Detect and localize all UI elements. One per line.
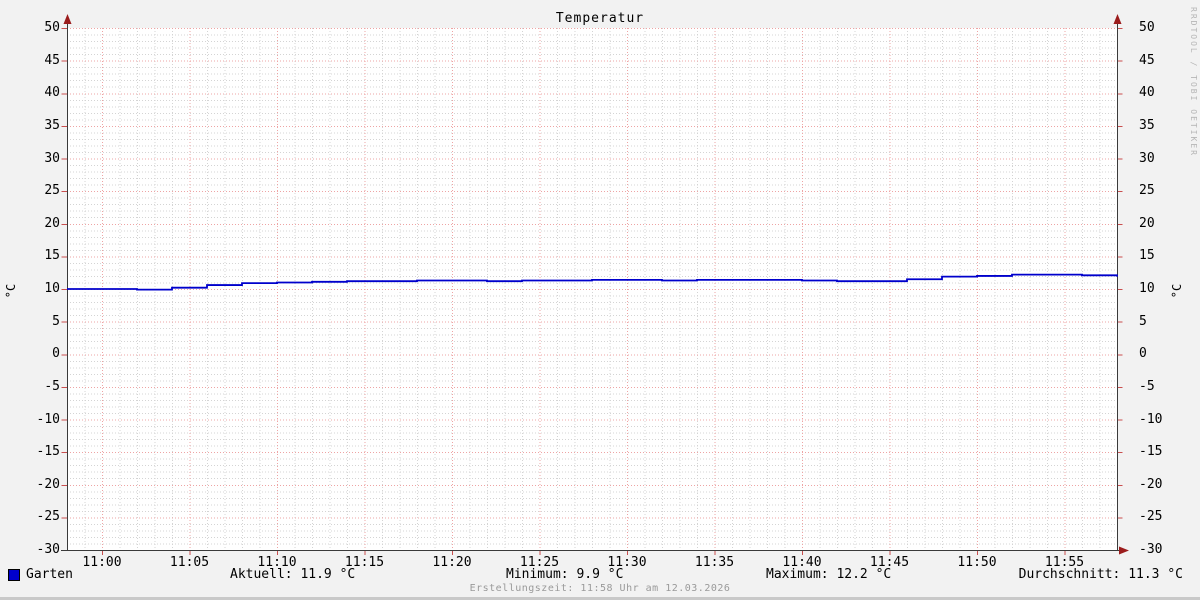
y-tick-label: 30 bbox=[44, 150, 60, 166]
y-tick-label: -5 bbox=[44, 378, 60, 394]
y-tick-label: -5 bbox=[1139, 378, 1155, 394]
y-tick-label: 40 bbox=[44, 85, 60, 101]
y-tick-label: 35 bbox=[44, 117, 60, 133]
legend-label-garten: Garten bbox=[26, 567, 73, 582]
window-bottom-edge bbox=[0, 597, 1200, 600]
y-tick-label: -30 bbox=[1139, 542, 1163, 557]
x-tick-label: 11:15 bbox=[344, 555, 385, 570]
x-tick-label: 11:10 bbox=[257, 555, 297, 570]
y-tick-label: 20 bbox=[44, 215, 60, 231]
y-tick-label: 20 bbox=[1139, 215, 1155, 231]
y-tick-label: -10 bbox=[1139, 411, 1163, 427]
creation-time: Erstellungszeit: 11:58 Uhr am 12.03.2026 bbox=[469, 583, 731, 594]
legend-stats-row: Garten Aktuell: 11.9 °C Minimum: 9.9 °C … bbox=[0, 567, 1200, 583]
x-tick-label: 11:05 bbox=[169, 555, 210, 570]
y-tick-label: 50 bbox=[1139, 20, 1155, 35]
y-tick-label: 35 bbox=[1139, 117, 1155, 133]
y-tick-label: -25 bbox=[36, 509, 60, 525]
y-tick-label: 30 bbox=[1139, 150, 1155, 166]
stat-durchschnitt: Durchschnitt: 11.3 °C bbox=[1018, 567, 1183, 582]
y-tick-label: 10 bbox=[44, 281, 60, 296]
y-tick-label: -10 bbox=[36, 411, 60, 427]
x-tick-label: 11:40 bbox=[782, 555, 822, 570]
y-tick-label: 25 bbox=[44, 183, 60, 199]
y-tick-label: 15 bbox=[1139, 248, 1155, 264]
y-tick-label: -15 bbox=[36, 444, 60, 460]
y-tick-label: 25 bbox=[1139, 183, 1155, 199]
x-tick-label: 11:30 bbox=[607, 555, 647, 570]
rrdtool-watermark: RRDTOOL / TOBI OETIKER bbox=[1189, 7, 1198, 157]
x-tick-label: 11:50 bbox=[957, 555, 997, 570]
y-tick-label: 5 bbox=[1139, 313, 1147, 329]
y-tick-label: -20 bbox=[36, 476, 60, 492]
x-tick-label: 11:00 bbox=[82, 555, 122, 570]
y-tick-label: 0 bbox=[52, 346, 60, 362]
y-tick-label: 45 bbox=[44, 52, 60, 68]
x-tick-label: 11:55 bbox=[1044, 555, 1085, 570]
x-tick-label: 11:25 bbox=[519, 555, 560, 570]
y-tick-label: -20 bbox=[1139, 476, 1163, 492]
y-tick-label: 15 bbox=[44, 248, 60, 264]
y-tick-label: -25 bbox=[1139, 509, 1163, 525]
y-tick-label: 40 bbox=[1139, 85, 1155, 101]
chart-title: Temperatur bbox=[555, 11, 645, 26]
y-tick-label: 5 bbox=[52, 313, 60, 329]
y-axis-label-left: °C bbox=[4, 283, 18, 299]
x-tick-label: 11:20 bbox=[432, 555, 472, 570]
y-tick-label: 0 bbox=[1139, 346, 1147, 362]
stat-maximum: Maximum: 12.2 °C bbox=[766, 567, 892, 582]
y-tick-label: 50 bbox=[44, 20, 60, 35]
legend-swatch-garten bbox=[8, 569, 20, 581]
y-tick-label: 10 bbox=[1139, 281, 1155, 296]
stat-aktuell: Aktuell: 11.9 °C bbox=[230, 567, 356, 582]
y-tick-label: 45 bbox=[1139, 52, 1155, 68]
x-tick-label: 11:35 bbox=[694, 555, 735, 570]
x-tick-label: 11:45 bbox=[869, 555, 910, 570]
y-tick-label: -15 bbox=[1139, 444, 1163, 460]
stat-minimum: Minimum: 9.9 °C bbox=[506, 567, 624, 582]
y-tick-label: -30 bbox=[36, 542, 60, 557]
